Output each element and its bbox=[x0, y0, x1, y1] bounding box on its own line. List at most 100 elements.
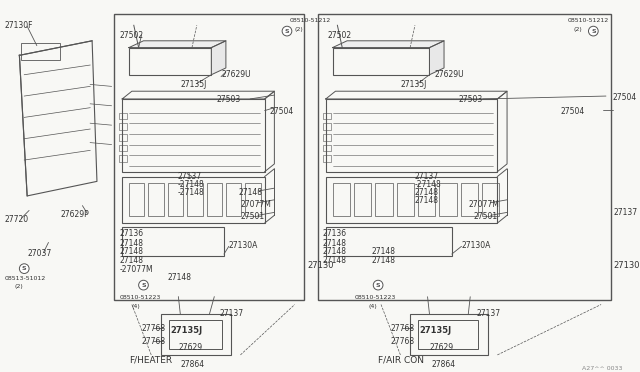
Circle shape bbox=[139, 280, 148, 290]
Text: 27077M: 27077M bbox=[241, 200, 271, 209]
Bar bbox=[482, 183, 499, 216]
Text: S: S bbox=[141, 283, 146, 288]
Bar bbox=[418, 183, 435, 216]
Polygon shape bbox=[211, 41, 226, 75]
Text: 27864: 27864 bbox=[180, 360, 204, 369]
Bar bbox=[323, 155, 331, 162]
Text: 08513-51012: 08513-51012 bbox=[5, 276, 46, 281]
Bar bbox=[323, 113, 331, 119]
Text: 27137: 27137 bbox=[476, 310, 500, 318]
Text: 27077M: 27077M bbox=[468, 200, 499, 209]
Bar bbox=[122, 227, 224, 256]
Text: 27136: 27136 bbox=[119, 229, 143, 238]
Text: 27768: 27768 bbox=[141, 337, 166, 346]
Bar bbox=[439, 183, 457, 216]
Text: 27148: 27148 bbox=[371, 247, 396, 256]
Text: 27503: 27503 bbox=[216, 95, 241, 104]
Text: 27148: 27148 bbox=[239, 188, 262, 197]
Text: 27130A: 27130A bbox=[461, 241, 491, 250]
Text: 27130: 27130 bbox=[614, 261, 640, 270]
Text: -27077M: -27077M bbox=[119, 265, 153, 274]
Circle shape bbox=[589, 26, 598, 36]
Bar bbox=[323, 123, 331, 130]
Text: 27768: 27768 bbox=[141, 324, 166, 333]
Text: 27130: 27130 bbox=[307, 261, 334, 270]
Text: 08510-51212: 08510-51212 bbox=[567, 19, 609, 23]
Bar bbox=[187, 183, 203, 216]
Bar bbox=[461, 183, 478, 216]
Text: -27148: -27148 bbox=[177, 188, 204, 197]
Text: 27148: 27148 bbox=[168, 273, 192, 282]
Bar bbox=[375, 183, 393, 216]
Bar bbox=[129, 183, 145, 216]
Text: S: S bbox=[376, 283, 380, 288]
Text: 27135J: 27135J bbox=[420, 326, 452, 335]
Text: 27136: 27136 bbox=[323, 229, 347, 238]
Text: 27135J: 27135J bbox=[180, 80, 207, 89]
Text: 08510-51223: 08510-51223 bbox=[119, 295, 161, 300]
Text: (2): (2) bbox=[15, 284, 23, 289]
Text: 27137: 27137 bbox=[177, 172, 202, 181]
Text: 27130F: 27130F bbox=[5, 22, 33, 31]
Text: 27037: 27037 bbox=[27, 249, 51, 258]
Text: 27148: 27148 bbox=[371, 256, 396, 265]
Text: S: S bbox=[22, 266, 26, 271]
Text: 27148: 27148 bbox=[119, 247, 143, 256]
Polygon shape bbox=[129, 41, 226, 48]
Bar bbox=[168, 183, 183, 216]
Text: 27720: 27720 bbox=[5, 215, 29, 224]
Bar bbox=[326, 177, 497, 223]
Text: 27501: 27501 bbox=[241, 212, 264, 221]
Bar bbox=[169, 320, 222, 349]
Bar bbox=[148, 183, 164, 216]
Text: 27502: 27502 bbox=[119, 31, 143, 40]
Text: 08510-51223: 08510-51223 bbox=[355, 295, 396, 300]
Text: (2): (2) bbox=[295, 27, 303, 32]
Text: 27148: 27148 bbox=[323, 247, 347, 256]
Text: 27502: 27502 bbox=[328, 31, 352, 40]
Text: F/AIR CON: F/AIR CON bbox=[378, 356, 424, 365]
Text: 27629U: 27629U bbox=[435, 70, 464, 79]
Text: A27^^ 0033: A27^^ 0033 bbox=[582, 366, 622, 371]
Text: 27148: 27148 bbox=[415, 188, 439, 197]
Circle shape bbox=[373, 280, 383, 290]
Text: 27768: 27768 bbox=[390, 337, 415, 346]
Text: 27503: 27503 bbox=[459, 95, 483, 104]
Bar bbox=[397, 183, 414, 216]
Bar bbox=[410, 314, 488, 355]
Text: 27629: 27629 bbox=[179, 343, 202, 352]
Text: 27504: 27504 bbox=[612, 93, 637, 102]
Polygon shape bbox=[333, 41, 444, 48]
Text: 27135J: 27135J bbox=[401, 80, 427, 89]
Text: 27504: 27504 bbox=[269, 107, 294, 116]
Text: F/HEATER: F/HEATER bbox=[129, 356, 172, 365]
Bar bbox=[226, 183, 241, 216]
Bar bbox=[119, 145, 127, 151]
Text: 27629U: 27629U bbox=[221, 70, 251, 79]
Bar bbox=[333, 183, 350, 216]
Text: S: S bbox=[591, 29, 596, 33]
Text: 27629: 27629 bbox=[429, 343, 454, 352]
Bar bbox=[21, 43, 60, 60]
Bar bbox=[115, 14, 305, 300]
Text: 27148: 27148 bbox=[119, 238, 143, 248]
Bar bbox=[326, 227, 452, 256]
Circle shape bbox=[19, 264, 29, 273]
Text: 08510-51212: 08510-51212 bbox=[290, 19, 331, 23]
Text: 27148: 27148 bbox=[415, 196, 439, 205]
Bar bbox=[119, 123, 127, 130]
Text: -27148: -27148 bbox=[177, 180, 204, 189]
Text: 27864: 27864 bbox=[431, 360, 456, 369]
Bar bbox=[207, 183, 222, 216]
Bar bbox=[119, 113, 127, 119]
Text: (4): (4) bbox=[369, 304, 377, 308]
Bar bbox=[129, 48, 211, 75]
Bar bbox=[161, 314, 231, 355]
Bar bbox=[323, 134, 331, 141]
Bar bbox=[122, 177, 265, 223]
Polygon shape bbox=[429, 41, 444, 75]
Text: 27504: 27504 bbox=[561, 107, 584, 116]
Bar bbox=[333, 48, 429, 75]
Bar bbox=[418, 320, 478, 349]
Text: 27135J: 27135J bbox=[171, 326, 203, 335]
